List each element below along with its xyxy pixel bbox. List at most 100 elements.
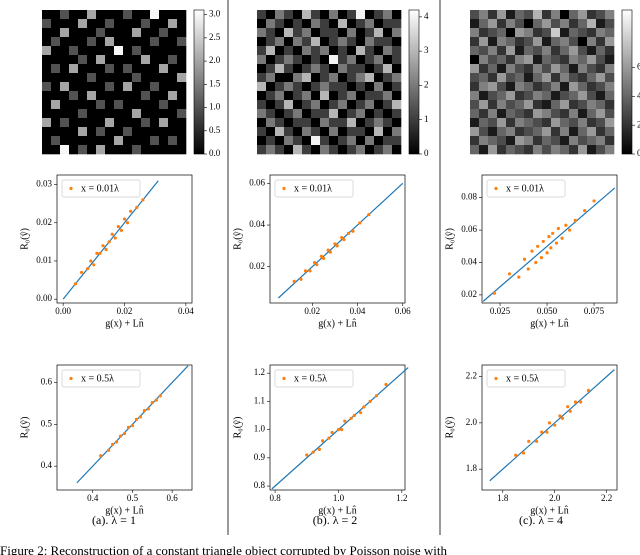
pixel	[123, 28, 133, 38]
pixel	[320, 145, 330, 155]
pixel	[114, 73, 124, 83]
pixel	[42, 82, 52, 92]
pixel	[96, 118, 106, 128]
pixel	[383, 73, 393, 83]
pixel	[569, 28, 579, 38]
pixel	[338, 28, 348, 38]
pixel	[302, 145, 312, 155]
colorbar-tick-label: 1	[424, 114, 429, 124]
pixel	[515, 82, 525, 92]
pixel	[497, 100, 507, 110]
pixel	[524, 91, 534, 101]
pixel	[51, 28, 61, 38]
pixel	[356, 10, 366, 20]
pixel	[329, 136, 339, 146]
pixel	[374, 109, 384, 119]
pixel	[275, 100, 285, 110]
axes-frame	[481, 174, 618, 304]
pixel	[488, 10, 498, 20]
pixel	[150, 19, 160, 29]
pixel	[488, 118, 498, 128]
pixel	[338, 55, 348, 65]
pixel	[392, 127, 402, 137]
point	[129, 209, 133, 213]
pixel	[392, 145, 402, 155]
y-axis-label: R₀(ŷ)	[232, 228, 243, 250]
pixel	[132, 55, 142, 65]
pixel	[578, 10, 588, 20]
pixel	[596, 37, 606, 47]
pixel	[533, 37, 543, 47]
pixel	[114, 37, 124, 47]
pixel	[293, 28, 303, 38]
pixel	[488, 82, 498, 92]
pixel	[605, 19, 615, 29]
pixel	[51, 100, 61, 110]
pixel	[78, 28, 88, 38]
pixel	[479, 145, 489, 155]
pixel	[356, 145, 366, 155]
point	[321, 256, 326, 260]
pixel	[284, 145, 294, 155]
pixel	[497, 145, 507, 155]
pixel	[551, 136, 561, 146]
point	[547, 234, 551, 239]
pixel	[257, 10, 267, 20]
pixel	[150, 82, 160, 92]
pixel	[60, 127, 70, 137]
identity-line	[271, 367, 409, 490]
pixel	[524, 46, 534, 56]
pixel	[60, 82, 70, 92]
pixel	[347, 73, 357, 83]
colorbar-tick-label: 2.5	[209, 32, 221, 42]
point	[558, 414, 562, 418]
pixel	[383, 118, 393, 128]
pixel	[141, 82, 151, 92]
pixel	[42, 73, 52, 83]
pixel	[560, 145, 570, 155]
pixel	[177, 28, 187, 38]
pixel	[605, 10, 615, 20]
pixel	[42, 100, 52, 110]
point	[292, 279, 296, 283]
pixel	[569, 55, 579, 65]
point	[342, 238, 346, 242]
pixel	[302, 37, 312, 47]
pixel	[87, 118, 97, 128]
pixel	[551, 55, 561, 65]
pixel	[87, 100, 97, 110]
pixel	[383, 100, 393, 110]
pixel	[266, 91, 276, 101]
pixel	[392, 136, 402, 146]
pixel	[96, 19, 106, 29]
pixel	[533, 82, 543, 92]
pixel	[365, 136, 375, 146]
pixel	[551, 82, 561, 92]
x-tick-label: 2.0	[549, 493, 561, 503]
legend-box	[61, 369, 141, 388]
pixel	[578, 28, 588, 38]
pixel	[141, 10, 151, 20]
pixel	[266, 10, 276, 20]
pixel	[533, 145, 543, 155]
pixel	[266, 118, 276, 128]
point	[319, 254, 323, 258]
point	[573, 218, 577, 222]
x-tick-label: 0.6	[167, 493, 179, 503]
pixel	[356, 91, 366, 101]
pixel	[488, 19, 498, 29]
pixel	[587, 28, 597, 38]
pixel	[365, 145, 375, 155]
pixel	[78, 82, 88, 92]
y-tick-label: 0.01	[36, 255, 52, 265]
pixel	[266, 37, 276, 47]
pixel	[515, 136, 525, 146]
pixel	[114, 127, 124, 137]
pixel	[374, 136, 384, 146]
pixel	[596, 100, 606, 110]
x-tick-label: 1.2	[396, 493, 407, 503]
pixel	[159, 10, 169, 20]
pixel	[542, 37, 552, 47]
pixel	[569, 127, 579, 137]
pixel	[257, 46, 267, 56]
